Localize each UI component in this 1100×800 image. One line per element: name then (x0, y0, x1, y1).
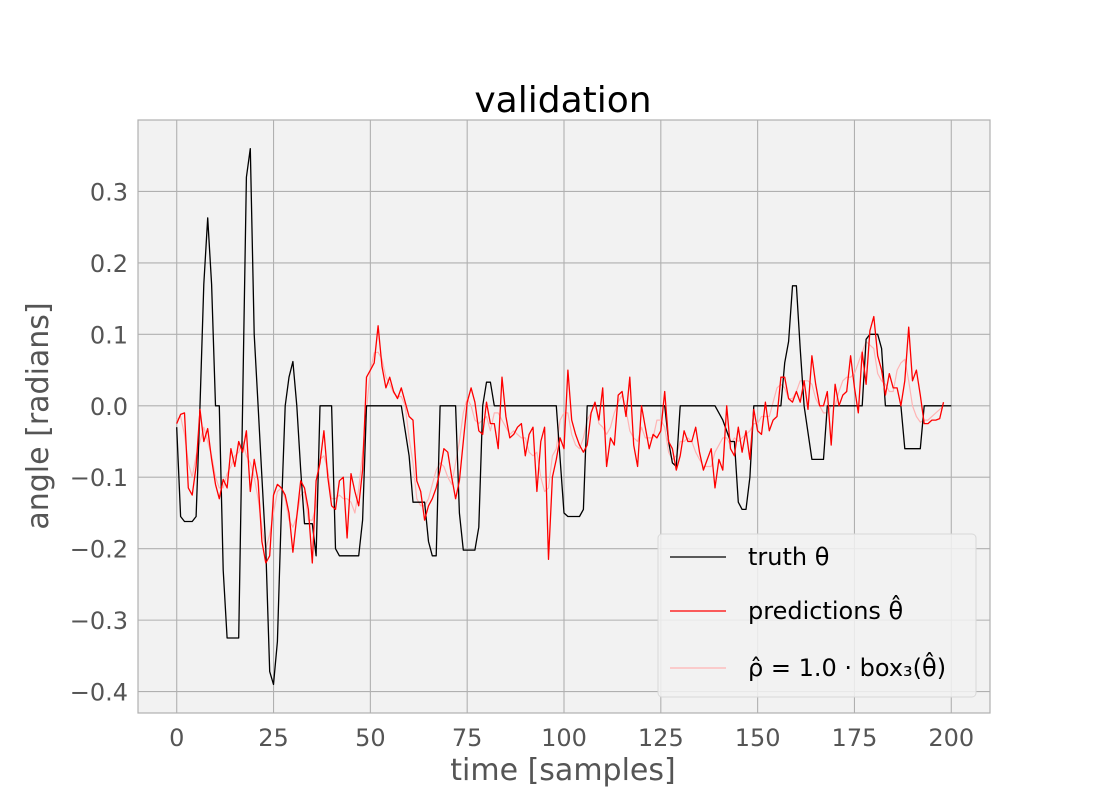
legend: truth θ predictions θ̂ ρ̂ = 1.0 · box₃(θ… (657, 533, 977, 698)
legend-label-predictions: predictions θ̂ (748, 595, 903, 625)
x-tick-label: 0 (169, 724, 184, 752)
x-axis-ticks: 0 25 50 75 100 125 150 175 200 (169, 724, 974, 752)
y-tick-label: −0.1 (70, 464, 128, 492)
y-tick-label: −0.2 (70, 536, 128, 564)
y-axis-ticks: 0.3 0.2 0.1 0.0 −0.1 −0.2 −0.3 −0.4 (70, 178, 128, 706)
x-tick-label: 125 (638, 724, 684, 752)
y-tick-label: 0.2 (90, 250, 128, 278)
x-axis-label: time [samples] (450, 753, 675, 788)
y-tick-label: −0.4 (70, 679, 128, 707)
series-predictions-line (176, 315, 945, 564)
y-axis-label: angle [radians] (21, 302, 56, 529)
y-tick-label: 0.0 (90, 393, 128, 421)
series-truth-line (176, 147, 952, 686)
x-tick-label: 100 (541, 724, 587, 752)
legend-box (657, 533, 977, 698)
plot-frame (137, 119, 991, 714)
x-tick-label: 175 (832, 724, 878, 752)
x-tick-label: 150 (735, 724, 781, 752)
legend-label-truth: truth θ (748, 543, 829, 571)
x-tick-label: 50 (355, 724, 386, 752)
x-tick-label: 75 (452, 724, 483, 752)
x-tick-label: 200 (928, 724, 974, 752)
x-tick-label: 25 (258, 724, 289, 752)
legend-label-smoothed: ρ̂ = 1.0 · box₃(θ̂) (748, 652, 946, 682)
chart-title: validation (474, 80, 651, 121)
grid (138, 120, 990, 713)
y-tick-label: 0.3 (90, 178, 128, 206)
y-tick-label: 0.1 (90, 321, 128, 349)
y-tick-label: −0.3 (70, 607, 128, 635)
series-group (176, 147, 952, 686)
